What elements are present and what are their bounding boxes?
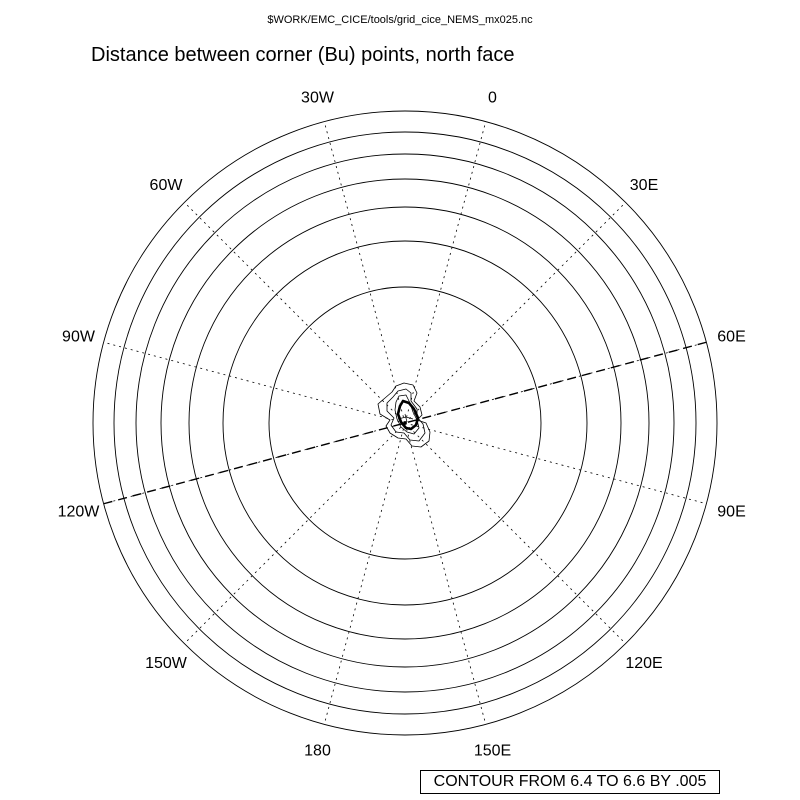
latitude-circle xyxy=(135,153,675,693)
latitude-circle xyxy=(268,286,542,560)
longitude-label: 60W xyxy=(150,177,184,194)
contour-line xyxy=(377,382,431,448)
plot-title: Distance between corner (Bu) points, nor… xyxy=(91,44,515,66)
latitude-circle xyxy=(92,110,718,736)
meridian-line xyxy=(404,121,487,424)
contour-line xyxy=(396,399,420,431)
longitude-label: 120E xyxy=(625,655,662,672)
longitude-label: 90W xyxy=(62,329,96,346)
longitude-labels: 0 30E 60E 90E 120E 150E 180 150W 120W 90W 60W 30W xyxy=(58,90,746,760)
longitude-label: 150W xyxy=(145,655,188,672)
meridian-line xyxy=(323,121,406,424)
longitude-label: 60E xyxy=(717,329,745,346)
latitude-circle xyxy=(113,131,697,715)
longitude-label: 120W xyxy=(58,504,101,521)
latitude-circle xyxy=(188,206,622,640)
meridian-line xyxy=(404,422,626,644)
contour-lines xyxy=(377,382,431,448)
longitude-label: 30E xyxy=(630,177,658,194)
meridian-line xyxy=(323,422,406,725)
contour-info-box: CONTOUR FROM 6.4 TO 6.6 BY .005 xyxy=(420,770,720,794)
meridian-line xyxy=(404,422,487,725)
contour-line xyxy=(386,388,426,442)
longitude-label: 0 xyxy=(488,90,497,107)
latitude-circles xyxy=(92,110,718,736)
file-path-label: $WORK/EMC_CICE/tools/grid_cice_NEMS_mx02… xyxy=(267,14,533,26)
pole-marker xyxy=(397,413,414,423)
meridian-line xyxy=(184,202,406,424)
longitude-label: 90E xyxy=(717,504,745,521)
longitude-label: 180 xyxy=(304,743,331,760)
meridian-line xyxy=(404,202,626,424)
meridian-lines xyxy=(103,121,707,725)
meridian-line xyxy=(404,422,707,505)
latitude-circle xyxy=(222,240,588,606)
meridian-line xyxy=(103,341,406,424)
meridian-line xyxy=(184,422,406,644)
latitude-circle xyxy=(160,178,650,668)
longitude-label: 150E xyxy=(474,743,511,760)
longitude-label: 30W xyxy=(301,90,335,107)
